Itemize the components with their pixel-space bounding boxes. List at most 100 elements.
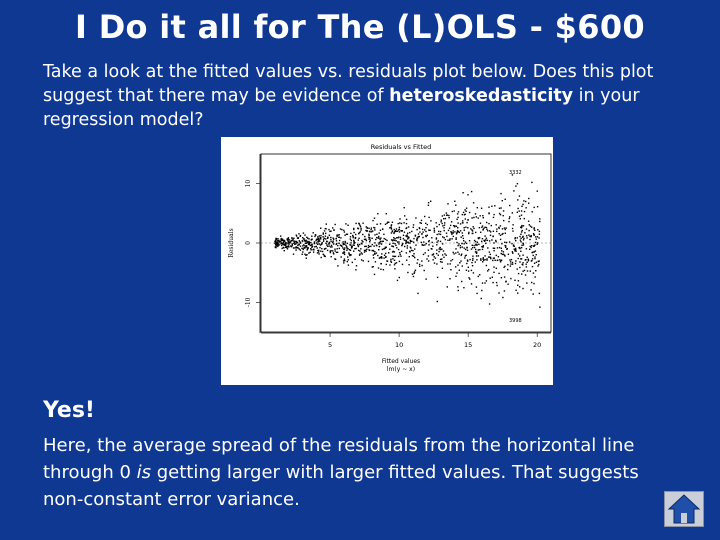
scatter-point [412,224,415,226]
scatter-point [395,262,398,264]
scatter-point [359,231,361,233]
scatter-point [398,231,401,233]
scatter-point [430,248,432,250]
scatter-point [298,240,300,242]
scatter-point [303,244,305,246]
scatter-point [398,229,400,231]
scatter-point [465,207,468,209]
scatter-point [346,242,349,245]
scatter-point [535,236,537,238]
scatter-point [436,225,438,228]
scatter-point [369,240,371,243]
scatter-point [533,245,535,247]
scatter-point [393,239,396,242]
scatter-point [295,249,297,251]
scatter-point [483,227,485,229]
scatter-point [509,216,511,218]
scatter-point [455,204,457,206]
scatter-point [405,239,407,242]
scatter-point [530,260,533,262]
scatter-point [413,253,415,255]
scatter-point [530,246,532,249]
scatter-point [500,252,502,255]
scatter-point [288,243,290,245]
scatter-point [280,240,282,242]
scatter-point [374,227,376,229]
scatter-point [399,238,402,240]
scatter-point [414,235,417,237]
scatter-point [342,242,344,245]
scatter-point [520,250,522,252]
scatter-point [467,194,469,196]
scatter-point [332,250,334,252]
scatter-point [496,284,498,287]
scatter-point [398,241,400,243]
scatter-point [339,244,342,246]
scatter-point [476,259,478,261]
scatter-point [287,238,289,240]
scatter-point [308,242,310,245]
scatter-point [454,231,456,233]
scatter-point [285,244,287,246]
scatter-point [500,277,503,279]
scatter-point [525,207,527,209]
scatter-point [450,260,452,262]
scatter-point [536,190,538,192]
scatter-point [455,237,457,239]
scatter-point [364,235,366,238]
scatter-point [364,245,366,248]
scatter-point [353,228,355,231]
scatter-point [278,243,280,245]
scatter-point [425,278,427,280]
scatter-point [489,230,491,232]
scatter-point [474,240,477,243]
scatter-point [274,242,276,244]
scatter-point [521,229,523,232]
scatter-point [349,249,352,251]
home-button[interactable] [664,491,704,527]
scatter-point [528,202,530,204]
scatter-point [490,224,492,227]
scatter-point [367,244,370,247]
scatter-point [485,242,487,245]
scatter-point [449,263,451,265]
scatter-point [315,240,317,242]
scatter-point [325,232,327,235]
scatter-point [493,257,495,259]
scatter-point [281,244,283,247]
scatter-point [519,261,521,263]
scatter-point [381,248,384,251]
scatter-point [334,258,336,260]
scatter-point [456,231,458,233]
scatter-point [377,213,379,215]
scatter-point [485,239,487,241]
scatter-point [477,249,479,251]
scatter-point [488,268,490,271]
scatter-point [511,227,514,230]
scatter-point [368,236,370,238]
scatter-point [325,247,327,250]
scatter-point [428,260,430,262]
scatter-point [389,243,391,245]
scatter-point [428,244,430,246]
scatter-point [320,234,322,237]
scatter-point [291,244,294,246]
scatter-point [535,270,537,272]
scatter-point [472,246,474,249]
scatter-point [325,223,327,225]
scatter-point [318,239,320,241]
scatter-point [322,238,325,241]
scatter-point [533,228,535,230]
scatter-point [420,241,422,244]
scatter-point [278,244,280,246]
scatter-point [495,254,497,257]
scatter-point [442,250,445,252]
scatter-point [457,216,459,219]
scatter-point [332,243,335,245]
scatter-point [375,238,377,241]
scatter-point [433,256,435,258]
scatter-point [304,234,306,236]
scatter-point [431,254,433,256]
scatter-point [466,259,469,261]
scatter-point [522,203,524,206]
